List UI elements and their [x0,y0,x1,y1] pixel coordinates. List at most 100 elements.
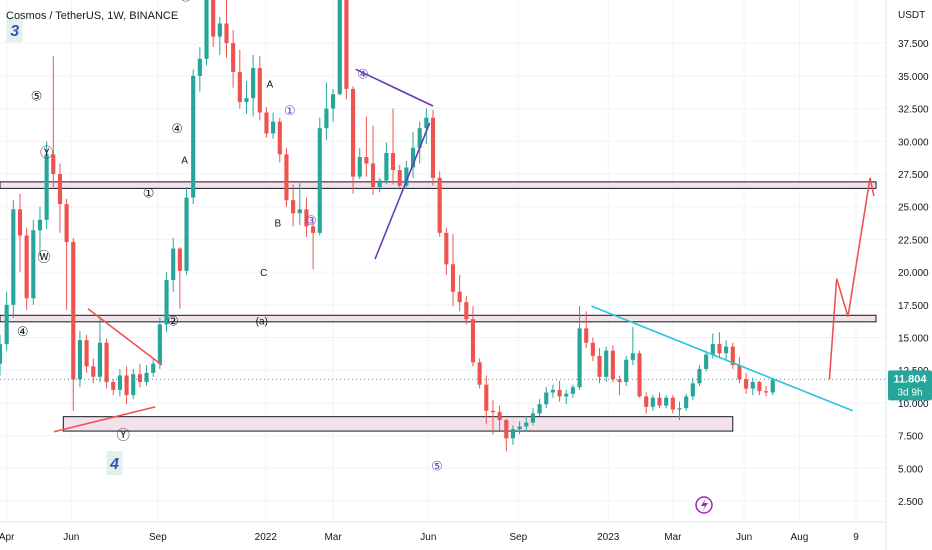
countdown-label: 3d 9h [897,387,922,398]
candle-body [430,117,436,178]
candle-body [351,88,356,177]
candle-body [364,156,369,164]
candle-body [410,147,416,168]
candle-body [304,209,309,227]
candle-body [764,391,769,393]
candle-body [197,58,202,76]
wave-label: 3 [10,23,19,40]
time-tick-label: Sep [509,532,527,543]
candle-body [390,153,396,171]
candle-body [710,344,715,355]
time-tick-label: Aug [791,532,809,543]
trendline-descending [591,305,853,412]
candle-body [504,419,509,439]
wave-label: ⑤ [31,90,43,105]
candle-body [717,344,722,354]
candle-body [550,389,555,393]
candle-body [17,209,23,236]
candle-body [644,396,649,407]
candle-body [470,319,476,363]
candle-body [291,200,296,214]
wave-label: (a) [256,317,268,328]
trendline-wedge-upper [87,308,163,366]
candle-body [217,23,222,37]
candle-body [517,426,522,430]
candle-body [77,340,83,380]
time-tick-label: Sep [149,532,167,543]
wave-label: A [266,80,273,91]
wave-label: ① [284,104,296,119]
candle-body [530,413,535,423]
candle-body [584,328,589,343]
wave-label: ⑤ [431,460,443,475]
candle-body [324,108,329,129]
candle-body [497,412,502,420]
wave-label: ② [167,315,179,330]
candle-body [730,346,735,366]
candle-body [337,0,342,95]
price-tick-label: 25.000 [898,203,929,214]
candle-body [137,374,142,383]
candle-body [664,397,669,406]
wave-label: C [260,268,267,279]
candle-body [657,397,662,406]
price-tick-label: 27.500 [898,170,929,181]
price-tick-label: 30.000 [898,137,929,148]
wave-label: ③ [305,214,317,229]
wave-label: Ⓧ [179,0,192,4]
projection-path [828,177,875,380]
price-tick-label: 17.500 [898,301,929,312]
candle-body [697,368,702,384]
candle-body [750,382,755,389]
wave-label-bg [6,18,23,43]
time-tick-label: Mar [664,532,682,543]
horizontal-zone [0,314,877,323]
candle-body [257,68,262,113]
candle-body [317,128,322,233]
candle-body [617,379,622,383]
candle-body [284,154,289,201]
wave-label: Ⓨ [117,428,130,443]
price-tick-label: 10.000 [898,399,929,410]
candle-body [277,121,282,155]
price-tick-label: 22.500 [898,235,929,246]
candle-body [437,177,442,233]
price-tick-label: 35.000 [898,72,929,83]
candle-body [37,219,43,231]
trendline-wedge-lower [53,406,156,433]
candle-body [124,375,129,396]
candle-body [231,43,236,72]
candle-body [770,379,775,393]
current-price-tag [888,370,932,401]
candle-body [370,163,376,188]
time-tick-label: 2023 [597,532,620,543]
candle-body [237,71,242,103]
wave-label: Ⓨ [40,146,53,161]
candle-body [251,68,256,99]
candle-body [164,279,169,325]
lightning-circle [695,496,713,514]
candle-body [204,0,209,59]
candle-body [490,410,496,413]
candle-body [604,350,609,377]
candle-body [224,23,229,44]
time-tick-label: Apr [0,532,15,543]
candle-body [597,355,602,377]
candle-body [690,383,695,397]
wave-label: A [181,156,188,167]
wave-label: ④ [357,67,369,82]
candle-body [424,117,429,129]
candle-body [464,302,469,320]
wave-label: B [274,218,281,229]
wave-label-bg [106,451,123,476]
candle-body [557,389,562,397]
candle-body [71,242,76,380]
price-tick-label: 5.000 [898,464,923,475]
candle-body [637,353,642,397]
price-tick-label: 2.500 [898,497,923,508]
candle-body [171,248,176,280]
candle-body [450,264,456,292]
candle-body [757,382,762,392]
